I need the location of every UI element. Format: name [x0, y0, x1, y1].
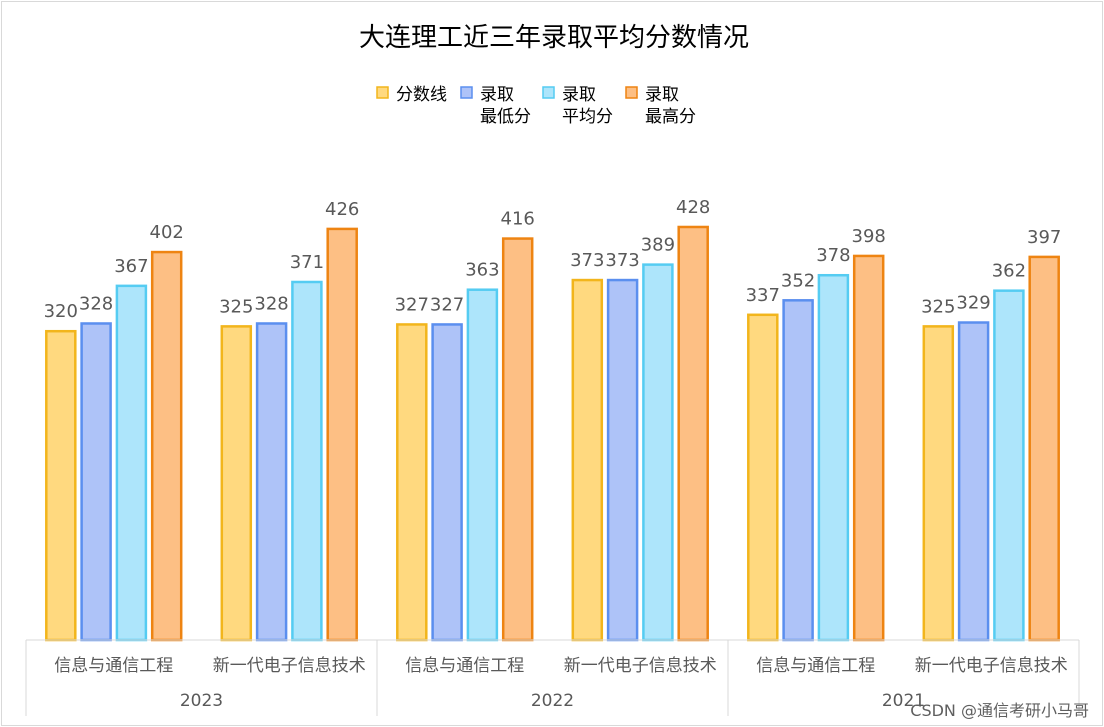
legend-swatch	[625, 86, 638, 99]
data-label: 327	[395, 294, 429, 315]
data-label: 320	[44, 301, 78, 322]
data-label: 337	[746, 285, 780, 306]
legend-swatch	[376, 86, 389, 99]
data-label: 402	[150, 222, 184, 243]
category-label: 信息与通信工程	[405, 656, 524, 676]
data-label: 416	[501, 209, 535, 230]
legend-swatch	[460, 86, 473, 99]
bar	[1028, 255, 1060, 642]
data-label: 329	[956, 293, 990, 314]
category-label: 新一代电子信息技术	[213, 656, 366, 676]
bar	[852, 254, 885, 642]
watermark-text: CSDN @通信考研小马哥	[910, 701, 1089, 720]
bar	[115, 284, 148, 642]
data-label: 428	[676, 197, 710, 218]
bar	[957, 321, 990, 642]
data-label: 378	[816, 245, 850, 266]
bar	[606, 278, 639, 642]
group-label-year: 2023	[180, 691, 223, 711]
data-label: 371	[290, 252, 324, 273]
bar	[45, 329, 77, 642]
legend-label: 录取	[480, 85, 514, 105]
category-axis: 信息与通信工程 新一代电子信息技术 2023 信息与通信工程 新一代电子信息技术 2022…	[25, 639, 1080, 716]
data-label: 389	[641, 235, 675, 256]
bar	[326, 227, 358, 642]
bar	[747, 313, 779, 642]
bar	[922, 325, 955, 642]
data-label: 362	[992, 261, 1026, 282]
category-label: 新一代电子信息技术	[564, 656, 717, 676]
bar	[501, 237, 534, 642]
bar	[291, 280, 323, 642]
legend-label: 平均分	[562, 107, 613, 127]
data-label: 328	[254, 293, 288, 314]
bar	[466, 288, 499, 642]
group-label-year: 2021	[882, 691, 925, 711]
category-label: 信息与通信工程	[54, 656, 173, 676]
bar	[396, 323, 428, 642]
data-label: 367	[114, 256, 148, 277]
data-label: 363	[465, 260, 499, 281]
bar	[431, 323, 463, 642]
legend-label: 最低分	[480, 107, 531, 127]
legend-label: 录取	[562, 85, 596, 105]
bar	[677, 225, 709, 642]
legend-label: 录取	[645, 85, 679, 105]
data-label: 398	[852, 226, 886, 247]
data-label: 327	[430, 294, 464, 315]
data-label: 373	[605, 250, 639, 271]
legend-label: 分数线	[396, 85, 447, 105]
legend-swatch	[542, 86, 555, 99]
group-label-year: 2022	[531, 691, 574, 711]
data-label: 352	[781, 270, 815, 291]
bar	[817, 273, 850, 642]
category-label: 信息与通信工程	[756, 656, 875, 676]
data-label: 373	[570, 250, 604, 271]
data-label: 397	[1027, 227, 1061, 248]
data-label: 426	[325, 199, 359, 220]
bar	[782, 299, 814, 642]
bar	[80, 322, 112, 642]
data-label: 325	[921, 296, 955, 317]
chart-title: 大连理工近三年录取平均分数情况	[359, 23, 749, 53]
bar	[571, 278, 604, 642]
bar	[642, 263, 674, 642]
data-label: 328	[79, 293, 113, 314]
bar	[255, 322, 288, 642]
category-label: 新一代电子信息技术	[915, 656, 1068, 676]
data-label: 325	[219, 296, 253, 317]
legend-label: 最高分	[645, 107, 696, 127]
bar	[150, 250, 183, 642]
bar	[993, 289, 1025, 642]
bar	[220, 325, 253, 642]
